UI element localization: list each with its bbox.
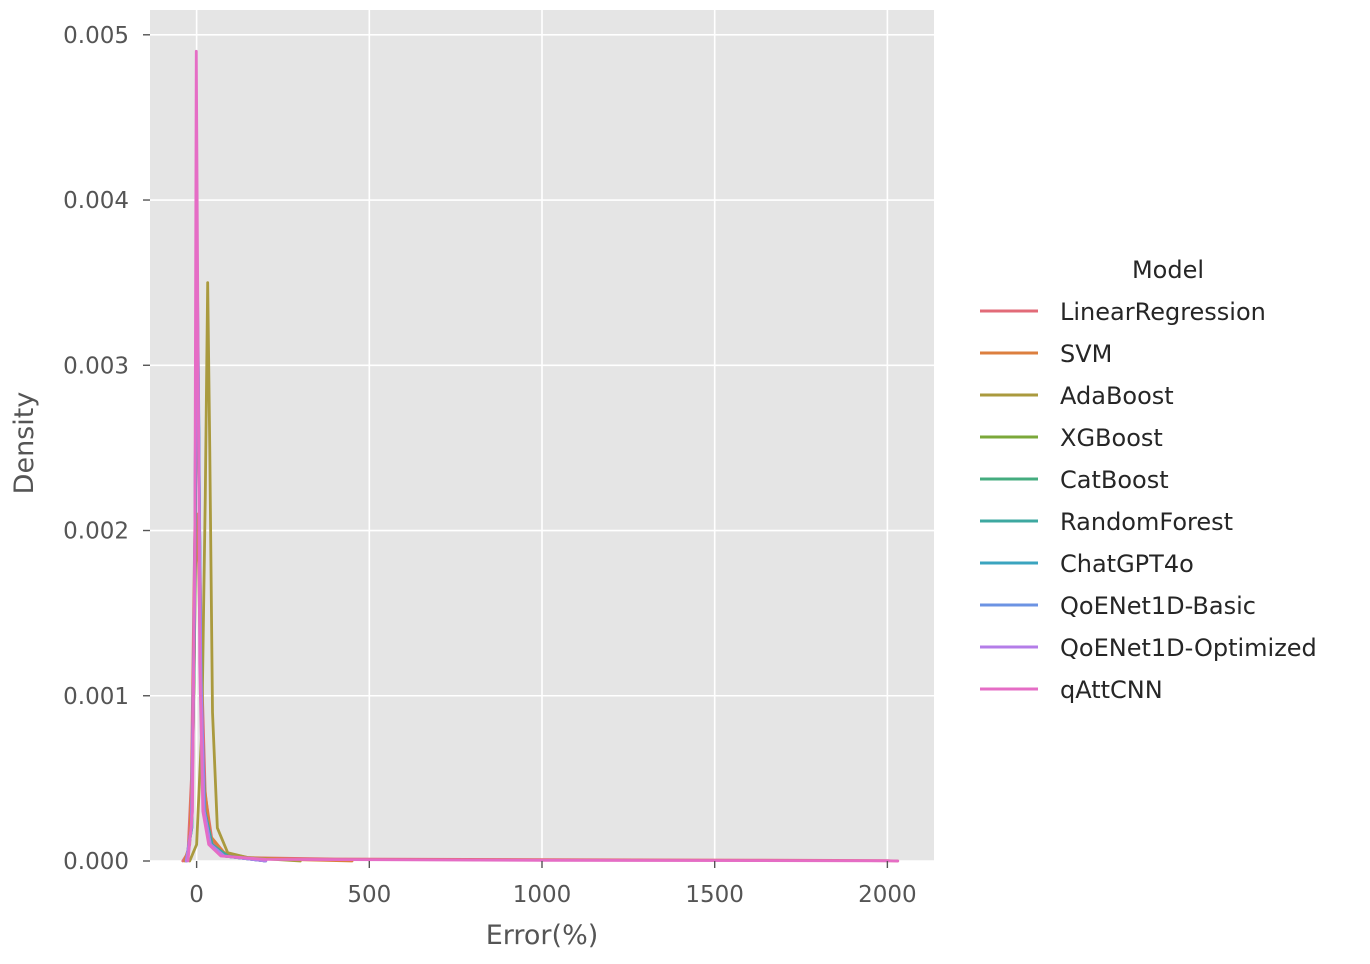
legend-label: QoENet1D-Basic (1060, 592, 1256, 620)
y-axis: 0.000 0.001 0.002 0.003 0.004 0.005 (63, 23, 150, 875)
legend-label: SVM (1060, 340, 1112, 368)
x-axis: 0 500 1000 1500 2000 (189, 861, 917, 908)
y-tick-label: 0.003 (63, 353, 129, 379)
y-tick-label: 0.002 (63, 519, 129, 545)
grid-lines (150, 10, 934, 862)
y-tick-label: 0.001 (63, 684, 129, 710)
legend-label: LinearRegression (1060, 298, 1266, 326)
series-line-adaboost (188, 281, 302, 863)
series-line-qattcnn (186, 49, 900, 863)
y-axis-label: Density (9, 392, 40, 495)
legend-label: ChatGPT4o (1060, 550, 1194, 578)
legend-title: Model (1132, 256, 1204, 284)
y-tick-label: 0.004 (63, 188, 129, 214)
x-tick-label: 500 (347, 882, 391, 908)
x-tick-label: 1500 (685, 882, 744, 908)
legend-label: QoENet1D-Optimized (1060, 634, 1317, 662)
legend: Model LinearRegression SVM AdaBoost XGBoost… (980, 256, 1317, 704)
x-tick-label: 2000 (858, 882, 917, 908)
x-tick-label: 0 (189, 882, 204, 908)
y-tick-label: 0.000 (63, 849, 129, 875)
legend-label: AdaBoost (1060, 382, 1174, 410)
x-tick-label: 1000 (513, 882, 572, 908)
y-tick-label: 0.005 (63, 23, 129, 49)
series-lines (181, 49, 900, 863)
legend-label: qAttCNN (1060, 676, 1163, 704)
legend-label: XGBoost (1060, 424, 1163, 452)
legend-label: CatBoost (1060, 466, 1169, 494)
x-axis-label: Error(%) (486, 920, 599, 951)
legend-label: RandomForest (1060, 508, 1233, 536)
